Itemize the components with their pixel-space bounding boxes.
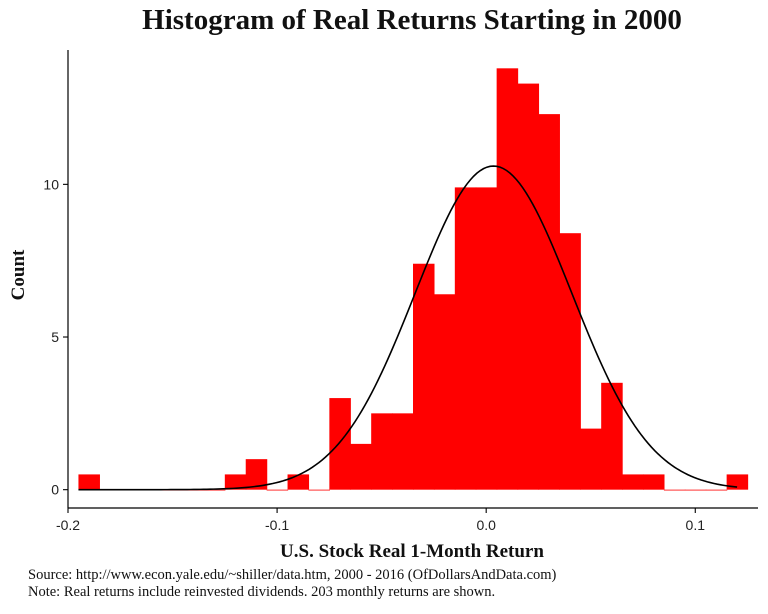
histogram-bar-21 [517, 83, 540, 490]
y-axis-ticks: 0 5 10 [43, 176, 68, 498]
normal-density-curve [78, 165, 738, 491]
histogram-bar-22 [538, 114, 560, 490]
histogram-bar-13 [350, 443, 372, 490]
histogram-bar-26 [622, 474, 644, 490]
dividends-note: Note: Real returns include reinvested di… [28, 584, 496, 600]
histogram-bars [78, 68, 749, 491]
y-tick-label-2: 10 [43, 176, 59, 192]
x-tick-label-0: -0.2 [56, 517, 80, 533]
y-axis-title: Count [8, 249, 29, 300]
histogram-bar-20 [496, 68, 519, 490]
x-tick-label-2: 0.0 [476, 517, 496, 533]
x-tick-label-3: 0.1 [686, 517, 706, 533]
source-note: Source: http://www.econ.yale.edu/~shille… [28, 567, 557, 583]
histogram-bar-11 [308, 489, 330, 491]
histogram-bar-19 [475, 187, 498, 490]
x-tick-label-1: -0.1 [265, 517, 289, 533]
histogram-bar-9 [266, 489, 289, 491]
y-tick-label-1: 5 [51, 329, 59, 345]
chart-title: Histogram of Real Returns Starting in 20… [142, 4, 682, 36]
y-tick-label-0: 0 [51, 482, 59, 498]
histogram-bar-28 [663, 489, 686, 491]
histogram-bar-15 [392, 413, 414, 490]
histogram-bar-14 [371, 413, 393, 490]
histogram-bar-23 [559, 233, 581, 490]
histogram-bar-17 [433, 294, 456, 490]
histogram-bar-24 [580, 428, 602, 490]
histogram-bar-27 [643, 474, 665, 490]
histogram-bar-25 [601, 382, 623, 490]
histogram-bar-6 [203, 489, 226, 491]
histogram-bar-30 [705, 489, 728, 491]
histogram-bar-18 [454, 187, 477, 490]
histogram-bar-16 [413, 263, 435, 490]
histogram-bar-29 [684, 489, 707, 491]
histogram-bar-31 [726, 474, 749, 490]
histogram-bar-0 [78, 474, 100, 490]
histogram-bar-8 [245, 459, 268, 490]
histogram-bar-10 [287, 474, 310, 490]
x-axis-title: U.S. Stock Real 1-Month Return [280, 541, 544, 562]
histogram-bar-12 [329, 398, 351, 490]
histogram-bar-7 [224, 474, 247, 490]
x-axis-ticks: -0.2 -0.1 0.0 0.1 [56, 508, 705, 533]
